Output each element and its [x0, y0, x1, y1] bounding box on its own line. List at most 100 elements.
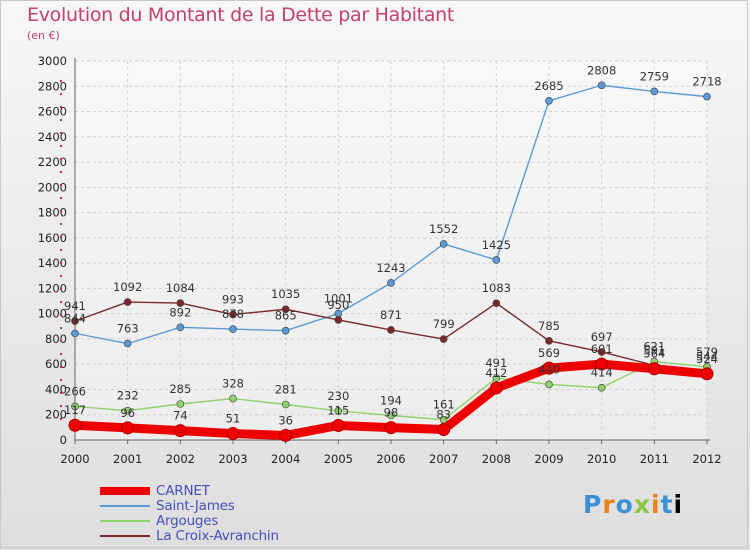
left-ruler-dot — [60, 314, 62, 316]
x-tick-label: 2002 — [166, 452, 195, 466]
data-point-saint-james — [176, 323, 185, 332]
y-tick-label: 2400 — [38, 130, 67, 144]
chart-subtitle: (en €) — [27, 29, 60, 42]
data-point-la-croix-avranchin — [281, 305, 290, 314]
legend-item-saint-james: Saint-James — [100, 498, 360, 514]
left-ruler-dot — [60, 106, 62, 108]
data-label-argouges: 281 — [275, 383, 297, 397]
data-point-carnet — [384, 421, 398, 435]
proxiti-logo: Proxiti — [583, 490, 684, 519]
data-point-la-croix-avranchin — [492, 299, 501, 307]
left-ruler-dot — [60, 80, 62, 82]
legend-item-la-croix-avranchin: La Croix-Avranchin — [100, 528, 360, 544]
data-point-argouges — [334, 407, 343, 415]
data-label-la-croix-avranchin: 1035 — [271, 287, 300, 301]
data-point-argouges — [123, 406, 132, 415]
legend-swatch-argouges — [100, 520, 150, 522]
data-label-argouges: 161 — [433, 398, 455, 412]
y-tick-label: 1400 — [38, 256, 67, 270]
data-point-la-croix-avranchin — [545, 337, 553, 345]
left-ruler-dot — [60, 184, 62, 186]
data-label-carnet: 569 — [538, 346, 560, 360]
data-label-carnet: 115 — [327, 403, 349, 417]
data-label-la-croix-avranchin: 697 — [591, 330, 613, 344]
legend-label-carnet: CARNET — [156, 483, 210, 499]
left-ruler-dot — [60, 418, 62, 420]
left-ruler-dot — [60, 262, 62, 264]
data-label-carnet: 524 — [696, 352, 718, 366]
legend-item-carnet: CARNET — [100, 483, 360, 499]
legend-label-la-croix-avranchin: La Croix-Avranchin — [156, 528, 279, 544]
data-label-la-croix-avranchin: 1083 — [482, 281, 511, 295]
data-label-saint-james: 1425 — [482, 238, 511, 252]
data-label-la-croix-avranchin: 871 — [380, 308, 402, 322]
left-ruler-dot — [60, 158, 62, 160]
y-tick-label: 600 — [45, 357, 67, 371]
left-ruler-dot — [60, 353, 62, 355]
data-point-la-croix-avranchin — [597, 348, 606, 356]
data-label-carnet: 601 — [591, 342, 613, 356]
y-tick-label: 3000 — [38, 54, 67, 68]
data-point-carnet — [173, 424, 187, 438]
y-tick-label: 0 — [60, 433, 67, 447]
legend-label-argouges: Argouges — [156, 513, 219, 529]
data-label-carnet: 98 — [384, 406, 399, 420]
data-label-argouges: 579 — [696, 345, 718, 359]
data-point-carnet — [489, 381, 503, 395]
data-label-carnet: 36 — [278, 413, 293, 427]
left-ruler-dot — [60, 197, 62, 199]
data-label-saint-james: 2759 — [640, 69, 669, 83]
left-ruler-dot — [60, 392, 62, 394]
data-point-carnet — [700, 367, 714, 381]
left-ruler-dot — [60, 223, 62, 225]
legend: CARNET Saint-James Argouges La Croix-Avr… — [100, 483, 360, 544]
x-tick-label: 2012 — [692, 452, 721, 466]
data-point-la-croix-avranchin — [439, 335, 448, 343]
line-chart: 0200400600800100012001400160018002000220… — [38, 54, 722, 466]
data-label-saint-james: 2718 — [692, 75, 721, 89]
data-label-argouges: 285 — [169, 382, 191, 396]
data-point-saint-james — [597, 81, 606, 90]
data-label-carnet: 51 — [226, 412, 241, 426]
data-point-argouges — [545, 380, 553, 389]
left-ruler-dot — [60, 236, 62, 238]
y-tick-label: 1600 — [38, 231, 67, 245]
data-point-saint-james — [703, 92, 711, 101]
y-tick-label: 1200 — [38, 281, 67, 295]
left-ruler-dot — [60, 340, 62, 342]
data-label-argouges: 230 — [327, 389, 349, 403]
data-label-saint-james: 763 — [117, 322, 139, 336]
data-point-argouges — [281, 400, 290, 409]
y-tick-label: 2600 — [38, 105, 67, 119]
data-point-saint-james — [650, 87, 659, 96]
data-point-carnet — [121, 421, 135, 435]
left-ruler-dot — [60, 132, 62, 134]
data-point-saint-james — [281, 326, 290, 335]
left-ruler-dot — [60, 249, 62, 251]
data-label-argouges: 491 — [485, 356, 507, 370]
data-point-la-croix-avranchin — [176, 299, 185, 307]
data-label-argouges: 266 — [64, 384, 86, 398]
y-tick-label: 2000 — [38, 180, 67, 194]
data-label-saint-james: 2685 — [534, 79, 563, 93]
data-point-argouges — [71, 402, 79, 411]
data-label-argouges: 232 — [117, 389, 139, 403]
left-ruler-dot — [60, 405, 62, 407]
data-point-carnet — [331, 418, 345, 432]
x-tick-label: 2000 — [60, 452, 89, 466]
left-ruler-dot — [60, 145, 62, 147]
data-label-argouges: 414 — [591, 366, 613, 380]
left-ruler-dot — [60, 379, 62, 381]
data-point-la-croix-avranchin — [334, 316, 343, 324]
data-point-la-croix-avranchin — [71, 317, 79, 325]
data-label-saint-james: 878 — [222, 307, 244, 321]
data-point-carnet — [68, 418, 82, 432]
data-point-argouges — [597, 383, 606, 392]
data-label-argouges: 328 — [222, 377, 244, 391]
left-ruler-dot — [60, 301, 62, 303]
data-point-argouges — [176, 400, 185, 408]
x-tick-label: 2007 — [429, 452, 458, 466]
left-ruler-dot — [60, 171, 62, 173]
data-label-saint-james: 892 — [169, 305, 191, 319]
x-tick-label: 2011 — [640, 452, 669, 466]
